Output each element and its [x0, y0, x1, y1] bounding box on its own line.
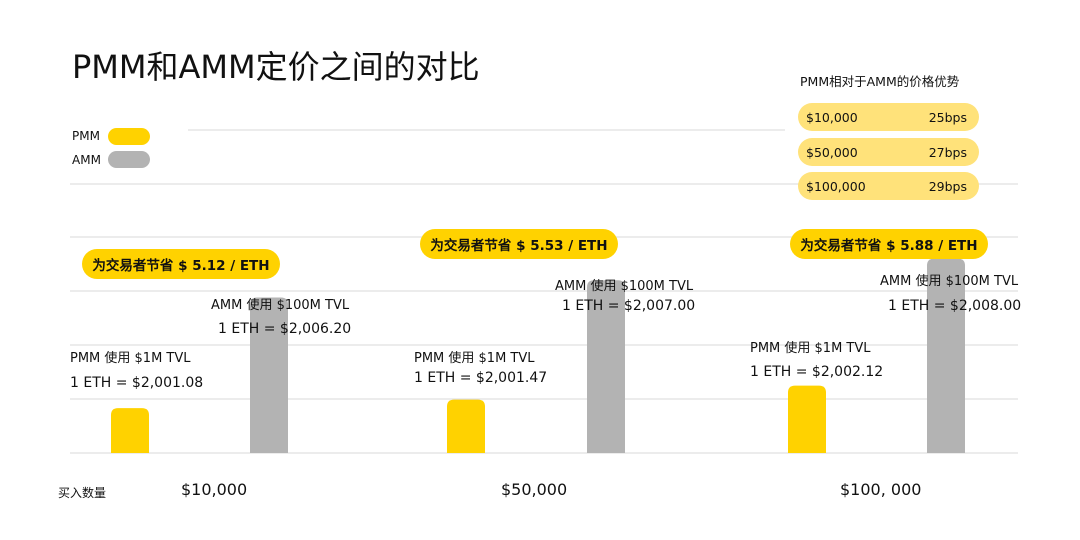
amm-bar-label: AMM 使用 $100M TVL	[555, 279, 694, 294]
bar-amm	[927, 258, 965, 453]
advantage-amount: $10,000	[806, 110, 858, 125]
amm-price-label: 1 ETH = $2,008.00	[888, 298, 1022, 314]
pmm-bar-label: PMM 使用 $1M TVL	[70, 351, 191, 366]
x-tick-label: $10,000	[181, 480, 248, 499]
advantage-bps: 25bps	[928, 110, 967, 125]
advantage-table-title: PMM相对于AMM的价格优势	[800, 74, 960, 89]
legend-label-amm: AMM	[72, 153, 101, 167]
savings-badge: 为交易者节省 $ 5.12 / ETH	[82, 249, 280, 279]
bar-amm	[587, 280, 625, 453]
advantage-row: $50,000 27bps	[798, 138, 979, 166]
pmm-bar-label: PMM 使用 $1M TVL	[750, 341, 871, 356]
bar-pmm	[111, 408, 149, 453]
x-axis-title: 买入数量	[58, 486, 107, 500]
savings-badge: 为交易者节省 $ 5.53 / ETH	[420, 229, 618, 259]
page-title: PMM和AMM定价之间的对比	[72, 48, 480, 86]
pmm-bar-label: PMM 使用 $1M TVL	[414, 351, 535, 366]
bar-pmm	[447, 399, 485, 453]
advantage-amount: $100,000	[806, 179, 866, 194]
legend-label-pmm: PMM	[72, 129, 100, 143]
legend-swatch-amm	[108, 151, 150, 168]
pmm-price-label: 1 ETH = $2,002.12	[750, 364, 884, 380]
x-tick-label: $100, 000	[840, 480, 922, 499]
pmm-price-label: 1 ETH = $2,001.08	[70, 375, 204, 391]
advantage-bps: 27bps	[928, 145, 967, 160]
amm-bar-label: AMM 使用 $100M TVL	[211, 298, 350, 313]
advantage-row: $10,000 25bps	[798, 103, 979, 131]
advantage-bps: 29bps	[928, 179, 967, 194]
pmm-price-label: 1 ETH = $2,001.47	[414, 370, 548, 386]
amm-bar-label: AMM 使用 $100M TVL	[880, 274, 1019, 289]
legend-swatch-pmm	[108, 128, 150, 145]
savings-badge: 为交易者节省 $ 5.88 / ETH	[790, 229, 988, 259]
bar-amm	[250, 297, 288, 453]
advantage-amount: $50,000	[806, 145, 858, 160]
bar-pmm	[788, 385, 826, 453]
x-tick-label: $50,000	[501, 480, 568, 499]
amm-price-label: 1 ETH = $2,007.00	[562, 298, 696, 314]
amm-price-label: 1 ETH = $2,006.20	[218, 321, 352, 337]
advantage-row: $100,000 29bps	[798, 172, 979, 200]
